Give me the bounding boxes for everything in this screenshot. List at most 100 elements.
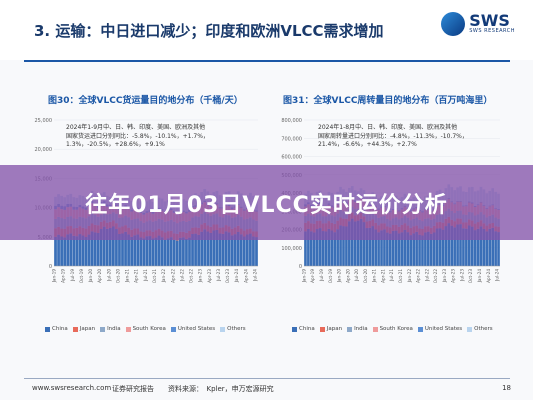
x-tick-label: Apr-19 xyxy=(310,269,315,283)
legend-item-japan: Japan xyxy=(72,326,95,332)
bar-segment-china xyxy=(497,232,500,266)
x-tick-label: Jul-23 xyxy=(459,269,464,282)
bar-segment-china xyxy=(57,234,60,266)
y-tick-label: 800,000 xyxy=(281,118,302,124)
footer-divider xyxy=(24,378,510,379)
bar-segment-china xyxy=(163,239,167,266)
bar-segment-china xyxy=(124,231,127,266)
bar-segment-china xyxy=(470,226,474,266)
bar-segment-china xyxy=(157,235,161,266)
bar-segment-china xyxy=(148,236,152,266)
bar-segment-china xyxy=(188,237,191,266)
bar-segment-china xyxy=(432,232,436,266)
y-tick-label: 0 xyxy=(299,264,302,270)
bar-segment-china xyxy=(400,232,404,266)
bar-segment-china xyxy=(345,226,348,266)
bar-segment-china xyxy=(242,236,246,266)
bar-segment-china xyxy=(121,233,124,266)
bar-segment-china xyxy=(406,232,410,266)
legend-item-united-states: United States xyxy=(417,326,462,332)
bar-segment-china xyxy=(462,228,465,266)
x-tick-label: Jul-19 xyxy=(70,269,75,282)
bar-segment-china xyxy=(482,228,486,266)
bar-segment-china xyxy=(386,232,389,266)
bar-segment-china xyxy=(255,237,258,266)
x-tick-label: Jul-24 xyxy=(252,269,257,282)
bar-segment-china xyxy=(194,233,197,266)
bar-segment-china xyxy=(388,233,392,266)
x-tick-label: Oct-22 xyxy=(433,269,438,283)
bar-segment-china xyxy=(81,235,85,266)
bar-segment-china xyxy=(136,234,140,266)
x-tick-label: Jul-24 xyxy=(495,269,500,282)
x-tick-label: Oct-19 xyxy=(328,269,333,283)
footer-website[interactable]: www.swsresearch.com xyxy=(32,384,112,392)
bar-segment-china xyxy=(233,234,237,266)
y-tick-label: 20,000 xyxy=(35,147,53,153)
legend-item-south-korea: South Korea xyxy=(125,326,166,332)
legend-item-india: India xyxy=(100,326,121,332)
bar-segment-china xyxy=(130,236,134,266)
bar-segment-china xyxy=(494,231,497,266)
legend-item-others: Others xyxy=(220,326,246,332)
bar-segment-china xyxy=(227,232,231,266)
bar-segment-china xyxy=(318,228,322,266)
x-tick-label: Jan-20 xyxy=(337,269,342,284)
page-title: 3. 运输：中日进口减少；印度和欧洲VLCC需求增加 xyxy=(34,22,384,40)
x-tick-label: Oct-22 xyxy=(189,269,194,283)
bar-segment-china xyxy=(362,222,366,266)
x-tick-label: Jan-21 xyxy=(125,269,130,284)
bar-segment-china xyxy=(473,230,477,266)
bar-segment-china xyxy=(112,226,115,266)
bar-segment-china xyxy=(239,234,243,266)
legend-item-japan: Japan xyxy=(319,326,342,332)
bar-segment-china xyxy=(60,236,63,266)
x-tick-label: Jul-21 xyxy=(143,269,148,282)
x-tick-label: Jul-19 xyxy=(319,269,324,282)
bar-segment-china xyxy=(315,229,319,266)
x-tick-label: Apr-24 xyxy=(486,269,491,283)
bar-segment-china xyxy=(456,224,459,266)
x-tick-label: Jan-21 xyxy=(372,269,377,284)
bar-segment-china xyxy=(485,231,489,266)
legend-item-china: China xyxy=(292,326,315,332)
bar-segment-china xyxy=(371,226,375,266)
bar-segment-china xyxy=(145,236,149,266)
bar-segment-china xyxy=(348,221,351,266)
logo-text: SWS xyxy=(469,11,510,30)
bar-segment-china xyxy=(172,239,176,266)
chart-title-left: 图30：全球VLCC货运量目的地分布（千桶/天） xyxy=(48,96,243,106)
bar-segment-china xyxy=(415,231,418,266)
bar-segment-china xyxy=(127,234,130,266)
bar-segment-china xyxy=(365,228,369,266)
banner-text: 往年01月03日VLCC实时运价分析 xyxy=(85,192,448,218)
x-tick-label: Apr-24 xyxy=(243,269,248,283)
bar-segment-china xyxy=(54,236,57,266)
bar-segment-china xyxy=(321,231,325,266)
bar-segment-china xyxy=(139,237,143,266)
bar-segment-china xyxy=(330,230,334,266)
x-tick-label: Jul-22 xyxy=(179,269,184,282)
x-tick-label: Apr-20 xyxy=(345,269,350,283)
bar-segment-china xyxy=(459,224,462,266)
bar-segment-china xyxy=(353,221,357,266)
x-tick-label: Apr-23 xyxy=(451,269,456,283)
bar-segment-china xyxy=(356,220,360,266)
title-divider xyxy=(24,60,510,62)
bar-segment-china xyxy=(102,226,106,266)
bar-segment-china xyxy=(133,235,137,266)
bar-segment-china xyxy=(435,228,439,266)
bar-segment-china xyxy=(307,228,310,266)
x-tick-label: Jan-23 xyxy=(198,269,203,284)
x-tick-label: Jul-20 xyxy=(106,269,111,282)
bar-segment-china xyxy=(488,228,492,266)
bar-segment-china xyxy=(412,233,416,266)
x-tick-label: Jan-24 xyxy=(477,269,482,284)
legend-item-others: Others xyxy=(467,326,493,332)
bar-segment-china xyxy=(87,234,91,266)
x-tick-label: Jan-20 xyxy=(88,269,93,284)
bar-segment-china xyxy=(115,229,118,266)
bar-segment-china xyxy=(409,235,413,266)
logo-subtext: SWS RESEARCH xyxy=(469,28,515,34)
overlay-banner: 往年01月03日VLCC实时运价分析 xyxy=(0,165,533,240)
